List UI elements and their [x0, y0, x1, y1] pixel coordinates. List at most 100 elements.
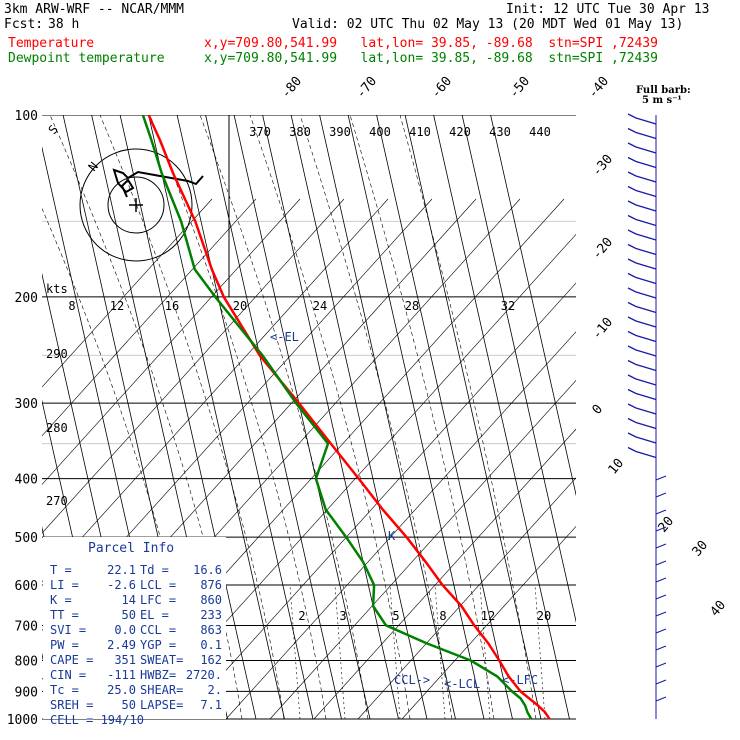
theta-e-label: 400	[369, 125, 391, 139]
pressure-label: 800	[15, 654, 38, 669]
hodograph-axis-label: S	[46, 122, 61, 137]
parcel-field-value: 16.6	[193, 563, 222, 577]
parcel-field-value: 2.49	[107, 638, 136, 652]
hodograph-ring-label: 32	[501, 299, 515, 313]
dry-adiabat	[42, 198, 345, 534]
theta-label: 290	[46, 347, 68, 361]
parcel-field-label: CIN =	[50, 668, 86, 682]
wind-barb	[627, 171, 657, 183]
valid-time: Valid: 02 UTC Thu 02 May 13 (20 MDT Wed …	[292, 17, 684, 32]
hodograph-ring-label: 12	[110, 299, 124, 313]
wind-barb	[627, 272, 657, 285]
parcel-field-value: 0.0	[114, 623, 136, 637]
parcel-field-label: T =	[50, 563, 72, 577]
theta-e-label: 370	[249, 125, 271, 139]
parcel-field-value: -2.6	[107, 578, 136, 592]
parcel-box-background	[43, 537, 226, 719]
parcel-field-label: YGP =	[140, 638, 176, 652]
sounding-annotation: <-LFC	[502, 673, 538, 687]
wind-barb	[627, 374, 657, 386]
isotherm-label: -40	[586, 74, 613, 102]
wind-barb-small	[655, 509, 667, 515]
wind-barb	[627, 403, 657, 415]
hodograph-ring-label: 16	[165, 299, 179, 313]
wind-barb	[627, 417, 657, 430]
parcel-field-label: LCL =	[140, 578, 176, 592]
pressure-label: 500	[15, 531, 38, 546]
temperature-location: x,y=709.80,541.99 lat,lon= 39.85, -89.68…	[204, 36, 658, 51]
parcel-field-label: EL =	[140, 608, 169, 622]
sounding-annotation: <-LCL	[444, 677, 480, 691]
moist-adiabat	[99, 115, 285, 720]
dry-adiabat	[269, 379, 576, 720]
hodograph: NS	[46, 115, 230, 297]
hodograph-ring	[107, 176, 165, 234]
wind-barb	[627, 127, 657, 140]
wind-barb	[627, 113, 657, 125]
parcel-field-value: -111	[107, 668, 136, 682]
parcel-field-value: 860	[200, 593, 222, 607]
wind-barb	[627, 432, 657, 444]
dry-adiabat	[42, 198, 389, 583]
wind-barb-small	[655, 628, 667, 634]
isotherm-30	[433, 115, 570, 720]
wind-barb	[627, 316, 657, 328]
fcst-value: 38 h	[48, 17, 80, 32]
sounding-annotation: <-EL	[270, 330, 299, 344]
parcel-title: Parcel Info	[88, 541, 174, 556]
wind-barb-small	[655, 645, 667, 651]
isotherm--40	[233, 115, 371, 720]
parcel-field-value: 2.	[208, 683, 222, 697]
hodograph-trace	[112, 168, 204, 198]
wind-barbs	[627, 113, 667, 719]
wind-barb	[627, 359, 657, 372]
wind-barb-small	[655, 594, 667, 600]
hodograph-ring-label: 8	[68, 299, 75, 313]
mixing-ratio-line	[434, 584, 446, 720]
wind-barb-small	[655, 543, 667, 549]
dry-adiabat	[181, 282, 576, 720]
parcel-field-value: 2720.	[186, 668, 222, 682]
parcel-field-value: 22.1	[107, 563, 136, 577]
isotherm--70	[148, 115, 285, 720]
wind-barb	[627, 287, 657, 299]
isotherm-0	[347, 115, 485, 720]
wind-barb	[627, 243, 657, 256]
parcel-field-label: CAPE =	[50, 653, 93, 667]
pressure-label: 300	[15, 397, 38, 412]
diagram-labels: 370 380 390 400 410 420 430 440 2 3 5 8 12 20 290 280 27…	[46, 125, 551, 691]
wind-barb	[627, 258, 657, 270]
pressure-label: 400	[15, 473, 38, 488]
theta-label: 270	[46, 494, 68, 508]
parcel-field-label: SVI =	[50, 623, 86, 637]
dry-adiabat	[42, 198, 301, 485]
dewpoint-profile	[141, 115, 533, 720]
hodograph-ring-label: 20	[233, 299, 247, 313]
parcel-field-value: 25.0	[107, 683, 136, 697]
parcel-field-label: LI =	[50, 578, 79, 592]
mixing-ratio-label: 5	[392, 609, 399, 623]
dewpoint-location: x,y=709.80,541.99 lat,lon= 39.85, -89.68…	[204, 51, 658, 66]
theta-e-label: 390	[329, 125, 351, 139]
wind-barb-small	[655, 679, 667, 685]
wind-barb-small	[655, 560, 667, 566]
wind-barb-small	[655, 475, 667, 481]
isotherm-label: 20	[656, 514, 678, 536]
parcel-field-value: 14	[122, 593, 136, 607]
parcel-info-box: Parcel Info T = 22.1 Td = 16.6 LI = -2.6 LCL = 8…	[43, 537, 226, 727]
isotherm-40	[461, 115, 576, 624]
wind-barb-small	[655, 662, 667, 668]
theta-e-label: 440	[529, 125, 551, 139]
parcel-field-label: SWEAT=	[140, 653, 183, 667]
isotherm-label: -30	[590, 152, 617, 180]
parcel-field-value: 50	[122, 698, 136, 712]
fcst-label: Fcst:	[4, 17, 44, 32]
parcel-field-value: 233	[200, 608, 222, 622]
mixing-ratio-label: 3	[339, 609, 346, 623]
wind-barb-small	[655, 577, 667, 583]
isotherm-label: 30	[690, 538, 712, 560]
isotherm-20	[404, 115, 542, 720]
hodograph-ring-label: 24	[313, 299, 327, 313]
wind-barb	[627, 200, 657, 212]
